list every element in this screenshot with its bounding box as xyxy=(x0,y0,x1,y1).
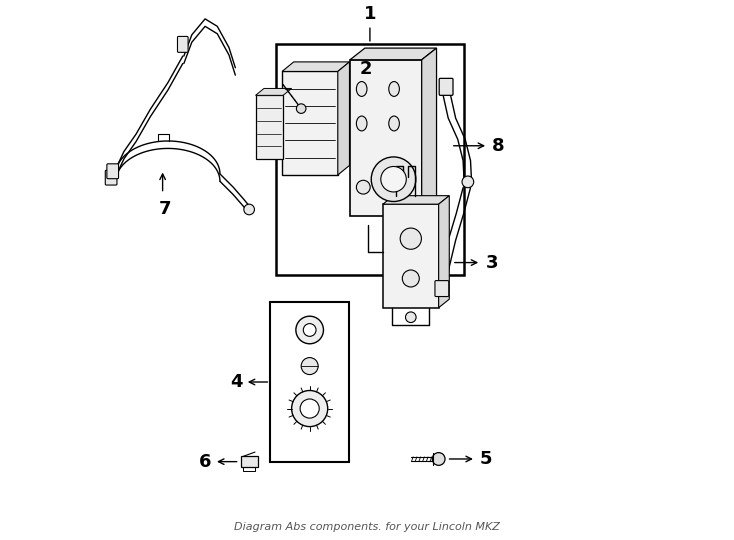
FancyBboxPatch shape xyxy=(435,281,448,296)
Text: Diagram Abs components. for your Lincoln MKZ: Diagram Abs components. for your Lincoln… xyxy=(234,522,500,532)
Circle shape xyxy=(462,176,473,188)
Circle shape xyxy=(381,166,407,192)
Polygon shape xyxy=(421,48,437,217)
Circle shape xyxy=(303,323,316,336)
Circle shape xyxy=(244,204,255,215)
Circle shape xyxy=(291,390,327,427)
Text: 1: 1 xyxy=(363,5,376,23)
Circle shape xyxy=(400,228,421,249)
Ellipse shape xyxy=(389,82,399,97)
Text: 2: 2 xyxy=(360,60,372,78)
Circle shape xyxy=(301,357,318,375)
Ellipse shape xyxy=(389,116,399,131)
FancyBboxPatch shape xyxy=(439,78,453,96)
Bar xyxy=(282,71,338,175)
Polygon shape xyxy=(439,195,449,308)
Circle shape xyxy=(405,312,416,322)
Circle shape xyxy=(432,453,445,465)
Ellipse shape xyxy=(357,82,367,97)
Bar xyxy=(350,60,421,217)
Bar xyxy=(276,44,464,275)
Circle shape xyxy=(296,316,324,344)
FancyBboxPatch shape xyxy=(107,164,119,179)
Polygon shape xyxy=(383,195,449,204)
Bar xyxy=(241,456,258,467)
Circle shape xyxy=(357,180,370,194)
Text: 3: 3 xyxy=(485,254,498,272)
FancyBboxPatch shape xyxy=(178,36,188,52)
Circle shape xyxy=(402,270,419,287)
Polygon shape xyxy=(282,62,349,71)
Polygon shape xyxy=(255,89,291,96)
Ellipse shape xyxy=(357,116,367,131)
Polygon shape xyxy=(350,48,437,60)
Circle shape xyxy=(371,157,416,201)
Text: 8: 8 xyxy=(493,137,505,155)
Bar xyxy=(270,302,349,462)
Text: 4: 4 xyxy=(230,373,242,391)
Polygon shape xyxy=(338,62,349,175)
Circle shape xyxy=(297,104,306,113)
Circle shape xyxy=(300,399,319,418)
Text: 5: 5 xyxy=(479,450,492,468)
Text: 6: 6 xyxy=(199,453,211,471)
Bar xyxy=(255,96,283,159)
FancyBboxPatch shape xyxy=(105,170,117,185)
Bar xyxy=(383,204,439,308)
Text: 7: 7 xyxy=(159,200,172,218)
